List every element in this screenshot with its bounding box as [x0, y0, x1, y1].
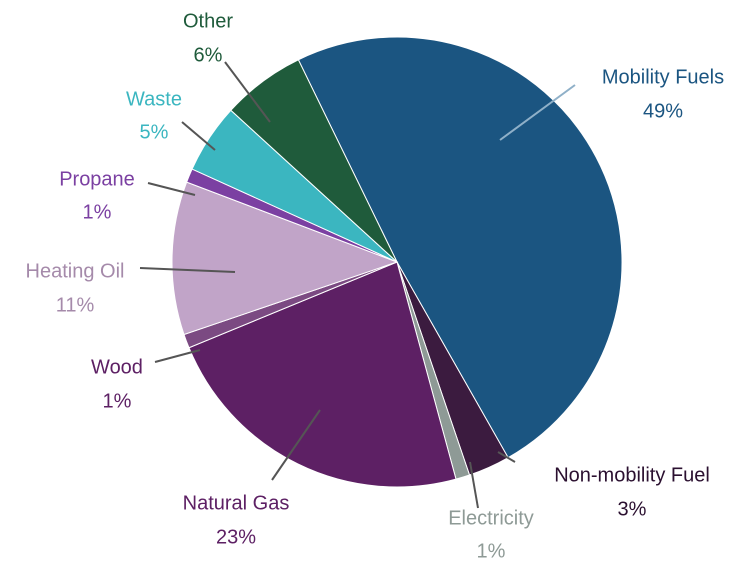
- leader-line: [497, 451, 516, 463]
- slice-label: Heating Oil: [26, 260, 125, 282]
- slice-label: Waste: [126, 88, 182, 110]
- slice-value: 6%: [194, 44, 223, 66]
- slice-value: 5%: [140, 121, 169, 143]
- slice: [297, 36, 623, 459]
- leader-line: [147, 182, 196, 196]
- slice-label: Other: [183, 10, 233, 32]
- leader-line: [271, 409, 321, 481]
- slice-value: 3%: [618, 498, 647, 520]
- slice-label: Mobility Fuels: [602, 66, 724, 88]
- slice: [230, 59, 398, 263]
- slice-value: 1%: [477, 540, 506, 561]
- slice-value: 49%: [643, 100, 683, 122]
- slice-value: 23%: [216, 526, 256, 548]
- slice-label: Propane: [59, 168, 135, 190]
- slice-label: Electricity: [448, 507, 534, 529]
- leader-line: [469, 461, 479, 509]
- slice-value: 1%: [103, 390, 132, 412]
- leader-line: [224, 61, 271, 123]
- slice-label: Wood: [91, 356, 143, 378]
- slice-value: 1%: [83, 201, 112, 223]
- slice-label: Natural Gas: [183, 492, 290, 514]
- leader-line: [181, 121, 216, 151]
- slice: [188, 261, 457, 488]
- leader-line: [499, 84, 576, 141]
- slice-label: Non-mobility Fuel: [554, 464, 710, 486]
- slice-value: 11%: [56, 294, 95, 316]
- leader-line: [154, 349, 201, 363]
- leader-line: [139, 267, 236, 273]
